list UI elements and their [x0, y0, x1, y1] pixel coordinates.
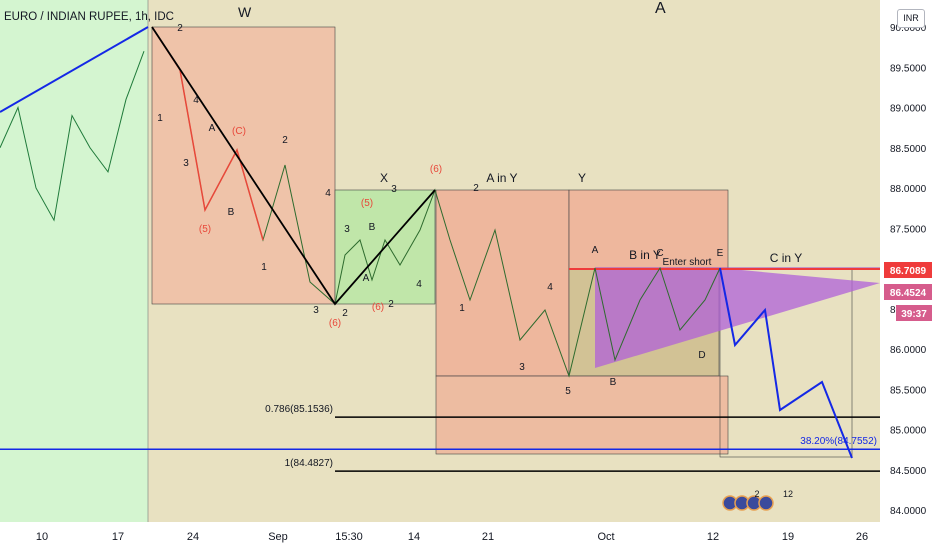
label-2-ay: 2 [473, 183, 479, 194]
y-tick-label: 88.5000 [890, 144, 927, 155]
label-6-red-top: (6) [430, 164, 442, 175]
label-2-bottom: 2 [342, 308, 348, 319]
y-tick-label: 85.0000 [890, 426, 927, 437]
y-tick-label: 89.0000 [890, 104, 927, 115]
label-5-red: (5) [199, 224, 211, 235]
x-tick-label: 24 [187, 531, 199, 543]
x-tick-label: 21 [482, 531, 494, 543]
price-label-last-bg [884, 284, 932, 300]
label-2-mid: 2 [282, 135, 288, 146]
label-1-ay: 1 [459, 303, 465, 314]
x-tick-label: Sep [268, 531, 288, 543]
label-6-red-x: (6) [372, 302, 384, 313]
box-y-upper [568, 189, 729, 270]
wave-label-a: A [655, 0, 666, 17]
label-3-x2: 3 [344, 224, 350, 235]
label-d: D [698, 350, 705, 361]
label-c-red: (C) [232, 126, 246, 137]
green-zone [0, 0, 148, 522]
label-5-ay: 5 [565, 386, 571, 397]
y-tick-label: 87.5000 [890, 224, 927, 235]
chart-title: EURO / INDIAN RUPEE, 1h, IDC [4, 11, 174, 23]
label-x: X [380, 171, 388, 185]
label-1-left: 1 [157, 113, 163, 124]
x-tick-label: 14 [408, 531, 420, 543]
price-series-line [0, 50, 145, 222]
badge-circle[interactable] [758, 495, 774, 511]
label-b-x: B [369, 222, 376, 233]
label-3-ay: 3 [519, 362, 525, 373]
x-tick-label: 15:30 [335, 531, 363, 543]
label-e: E [717, 248, 724, 259]
label-a-small: A [209, 123, 216, 134]
x-tick-label: Oct [597, 531, 614, 543]
triangle-pattern [595, 268, 880, 368]
blue-uptrend [0, 26, 149, 113]
countdown-label: 39:37 [901, 309, 927, 320]
x-tick-label: 17 [112, 531, 124, 543]
label-4-x: 4 [416, 279, 422, 290]
price-label-top-bg [884, 262, 932, 278]
label-1-mid: 1 [261, 262, 267, 273]
y-tick-label: 84.5000 [890, 466, 927, 477]
label-c: C [656, 248, 663, 259]
countdown-bg [896, 305, 932, 321]
fib-1-label: 1(84.4827) [285, 458, 333, 469]
label-b-in-y: B in Y [629, 248, 661, 262]
label-4: 4 [193, 95, 199, 106]
label-3-x: 3 [391, 184, 397, 195]
x-tick-label: 10 [36, 531, 48, 543]
label-c-in-y: C in Y [770, 251, 802, 265]
label-4-mid: 4 [325, 188, 331, 199]
label-6-red: (6) [329, 318, 341, 329]
price-label-last: 86.4524 [890, 288, 927, 299]
y-tick-label: 88.0000 [890, 184, 927, 195]
badge-count-a: 2 [754, 489, 759, 499]
y-tick-label: 85.5000 [890, 385, 927, 396]
y-tick-label: 90.0000 [890, 23, 927, 34]
x-tick-label: 12 [707, 531, 719, 543]
label-2-x: 2 [388, 299, 394, 310]
wave-label-w: W [238, 4, 252, 20]
label-5-red-mid: (5) [361, 198, 373, 209]
price-label-top: 86.7089 [890, 266, 927, 277]
y-tick-label: 86.0000 [890, 345, 927, 356]
box-lower [435, 375, 729, 455]
label-b: B [610, 377, 617, 388]
label-4-ay: 4 [547, 282, 553, 293]
x-tick-label: 19 [782, 531, 794, 543]
label-3-mid: 3 [313, 305, 319, 316]
label-a: A [592, 245, 599, 256]
y-tick-label: 89.5000 [890, 63, 927, 74]
box-a-in-y [435, 189, 570, 377]
label-enter-short: Enter short [663, 257, 712, 268]
fib-382-label: 38.20%(84.7552) [800, 436, 877, 447]
fib-0786-label: 0.786(85.1536) [265, 404, 333, 415]
blue-projection [719, 267, 853, 459]
label-y: Y [578, 171, 586, 185]
label-a-in-y: A in Y [486, 171, 517, 185]
label-b-small: B [228, 207, 235, 218]
y-tick-label: 84.0000 [890, 506, 927, 517]
black-trendline [151, 26, 436, 306]
badge-count-b: 12 [783, 489, 793, 499]
currency-button[interactable]: INR [897, 9, 925, 28]
label-3-left: 3 [183, 158, 189, 169]
x-tick-label: 26 [856, 531, 868, 543]
label-2-top: 2 [177, 23, 183, 34]
label-a-x: A [363, 273, 370, 284]
wave-path [151, 26, 721, 378]
